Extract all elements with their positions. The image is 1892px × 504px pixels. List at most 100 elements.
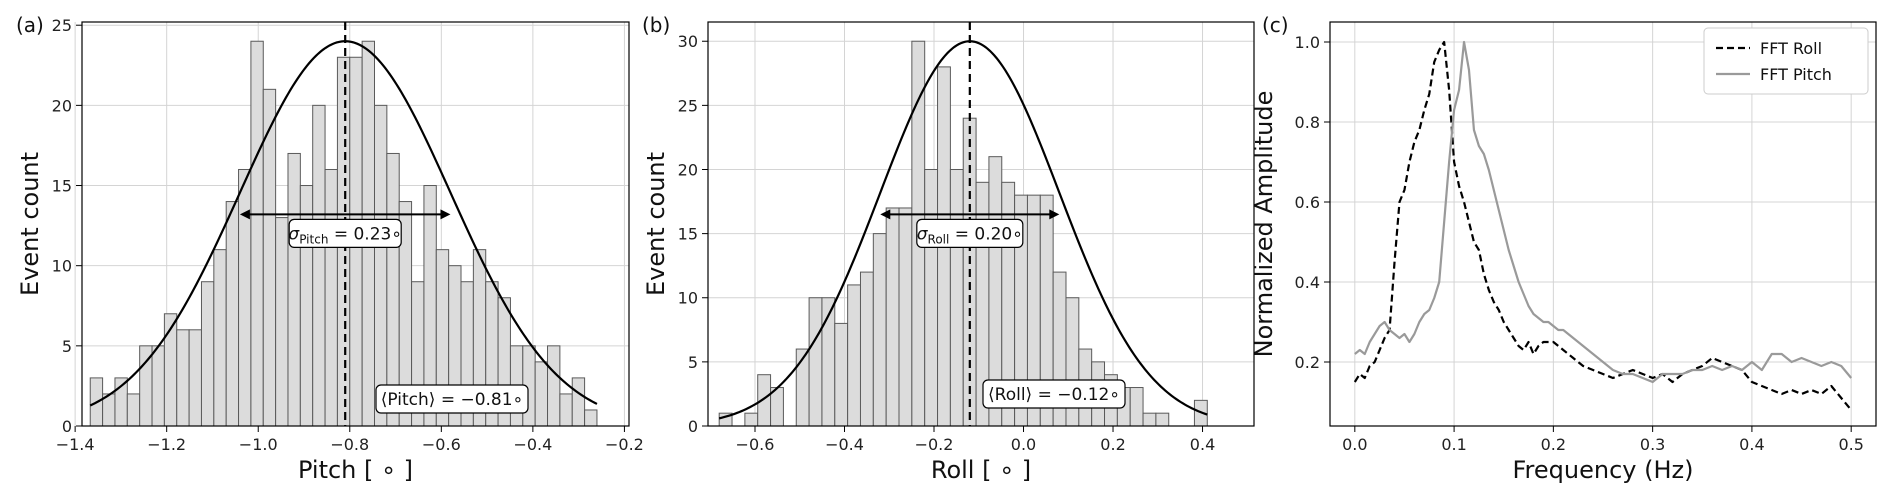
x-tick-label: 0.4 bbox=[1739, 435, 1764, 454]
y-tick-label: 0.8 bbox=[1295, 113, 1320, 132]
histogram-bar bbox=[898, 207, 913, 426]
mean-label-box bbox=[982, 379, 1126, 409]
histogram-bar bbox=[213, 249, 227, 426]
x-tick-label: −1.2 bbox=[147, 435, 186, 454]
sigma-arrow bbox=[880, 209, 1060, 220]
panel-label: (c) bbox=[1262, 13, 1289, 37]
panel-c: FFT Roll FFT Pitch 0.0 0.1 0.2 0.3 0.4 0.5 0.2 0.… bbox=[1250, 13, 1877, 484]
histogram-bar bbox=[373, 104, 388, 426]
legend-entry: FFT Pitch bbox=[1760, 65, 1832, 84]
axes-frame bbox=[707, 21, 1255, 427]
sigma-label-box bbox=[288, 218, 402, 248]
x-tick-label: −1.0 bbox=[239, 435, 278, 454]
histogram-bar bbox=[949, 168, 964, 426]
panel-label: (a) bbox=[16, 13, 44, 37]
series-line-fft-roll bbox=[1353, 40, 1853, 411]
x-tick-label: −0.8 bbox=[330, 435, 369, 454]
histogram-bar bbox=[534, 361, 549, 426]
histogram-bar bbox=[808, 297, 823, 426]
x-tick-label: 0.0 bbox=[1342, 435, 1367, 454]
y-tick-label: 10 bbox=[52, 257, 72, 276]
histogram-bar bbox=[1155, 412, 1170, 426]
panel-label: (b) bbox=[642, 13, 670, 37]
x-tick-label: 0.5 bbox=[1838, 435, 1863, 454]
x-tick-label: −0.4 bbox=[825, 435, 864, 454]
histogram-bar bbox=[885, 207, 900, 426]
histogram-bar bbox=[225, 201, 240, 426]
y-tick-label: 0 bbox=[688, 417, 698, 436]
histogram-bar bbox=[924, 168, 939, 426]
histogram-bar bbox=[126, 393, 141, 426]
histogram-bar bbox=[151, 345, 165, 426]
legend: FFT Roll FFT Pitch bbox=[1703, 27, 1869, 95]
x-tick-label: −0.2 bbox=[915, 435, 954, 454]
y-tick-label: 25 bbox=[52, 16, 72, 35]
y-tick-label: 0.6 bbox=[1295, 193, 1320, 212]
y-tick-label: 25 bbox=[678, 96, 698, 115]
gaussian-fit-curve bbox=[89, 40, 598, 407]
histogram-bar bbox=[744, 412, 759, 426]
y-tick-label: 20 bbox=[52, 96, 72, 115]
x-tick-label: 0.2 bbox=[1541, 435, 1566, 454]
mean-label-box bbox=[375, 384, 529, 414]
histogram-bar bbox=[547, 345, 561, 426]
x-tick-label: −1.4 bbox=[56, 435, 95, 454]
histogram-bar bbox=[571, 377, 586, 426]
y-tick-label: 0 bbox=[62, 417, 72, 436]
histogram-bar bbox=[847, 284, 861, 426]
x-tick-label: 0.2 bbox=[1100, 435, 1125, 454]
series-line-fft-pitch bbox=[1354, 40, 1853, 384]
legend-entry: FFT Roll bbox=[1760, 39, 1822, 58]
sigma-label: σRoll = 0.20∘ bbox=[917, 224, 1023, 246]
y-tick-label: 1.0 bbox=[1295, 33, 1320, 52]
histogram-bar bbox=[859, 271, 874, 426]
histogram-bar bbox=[834, 322, 849, 426]
panel-a: σPitch = 0.23∘ ⟨Pitch⟩ = −0.81∘ −1.4 −1.2 −1… bbox=[16, 13, 644, 484]
y-tick-label: 0.4 bbox=[1295, 273, 1320, 292]
panel-b: σRoll = 0.20∘ ⟨Roll⟩ = −0.12∘ −0.6 −0.4 −0.2… bbox=[642, 13, 1255, 484]
x-tick-label: −0.6 bbox=[736, 435, 775, 454]
y-axis-title: Normalized Amplitude bbox=[1250, 91, 1278, 358]
y-tick-label: 0.2 bbox=[1295, 353, 1320, 372]
y-tick-label: 30 bbox=[678, 32, 698, 51]
mean-label: ⟨Pitch⟩ = −0.81∘ bbox=[381, 390, 523, 410]
histogram-bar bbox=[312, 104, 326, 426]
mean-label: ⟨Roll⟩ = −0.12∘ bbox=[988, 385, 1120, 405]
x-tick-label: 0.0 bbox=[1011, 435, 1036, 454]
histogram-bar bbox=[584, 409, 598, 426]
y-tick-label: 5 bbox=[688, 353, 698, 372]
histogram-bar bbox=[559, 393, 573, 426]
histogram-bar bbox=[275, 217, 289, 426]
axes-frame bbox=[1329, 21, 1877, 427]
x-tick-label: 0.3 bbox=[1640, 435, 1665, 454]
sigma-label: σPitch = 0.23∘ bbox=[288, 224, 402, 246]
x-tick-label: −0.6 bbox=[422, 435, 461, 454]
legend-box bbox=[1703, 27, 1869, 95]
histogram-bar bbox=[200, 281, 215, 426]
histogram-bar bbox=[795, 348, 810, 426]
x-axis-title: Pitch [ ∘ ] bbox=[298, 456, 413, 484]
histogram-bar bbox=[250, 40, 264, 426]
x-tick-label: −0.4 bbox=[513, 435, 552, 454]
y-tick-label: 15 bbox=[52, 177, 72, 196]
x-tick-label: −0.2 bbox=[605, 435, 644, 454]
y-tick-label: 10 bbox=[678, 289, 698, 308]
histogram-bar bbox=[1142, 412, 1157, 426]
y-tick-label: 5 bbox=[62, 337, 72, 356]
histogram-bar bbox=[872, 233, 887, 426]
y-axis-title: Event count bbox=[642, 152, 670, 296]
gaussian-fit-curve bbox=[718, 40, 1208, 420]
x-axis-title: Frequency (Hz) bbox=[1513, 456, 1694, 484]
x-tick-label: 0.1 bbox=[1441, 435, 1466, 454]
y-axis-title: Event count bbox=[16, 152, 44, 296]
y-tick-label: 15 bbox=[678, 225, 698, 244]
histogram-bar bbox=[1129, 387, 1144, 426]
histogram-bar bbox=[176, 329, 190, 426]
axes-frame bbox=[81, 21, 630, 427]
x-tick-label: 0.4 bbox=[1190, 435, 1215, 454]
histogram-bar bbox=[238, 168, 252, 426]
sigma-arrow bbox=[239, 209, 451, 220]
x-axis-title: Roll [ ∘ ] bbox=[931, 456, 1031, 484]
y-tick-label: 20 bbox=[678, 160, 698, 179]
